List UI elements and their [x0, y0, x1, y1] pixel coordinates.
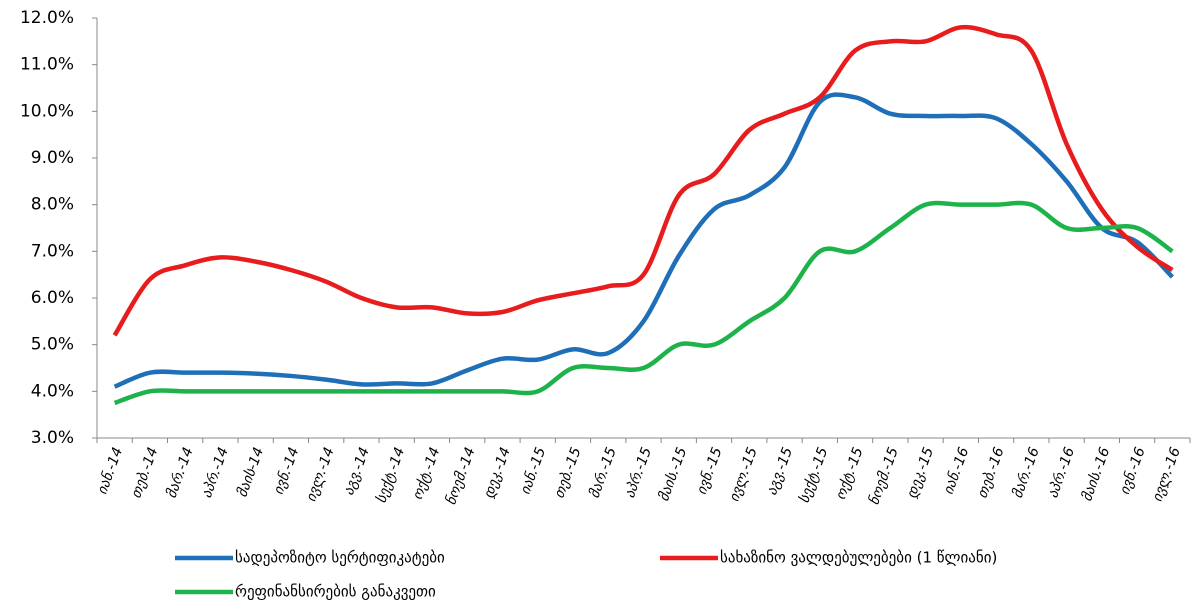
x-tick-label: ნოემ.-14	[443, 445, 479, 507]
x-tick-label: ივნ.-16	[1117, 445, 1149, 497]
series-line	[112, 24, 1174, 337]
y-tick-label: 10.0%	[20, 101, 74, 121]
x-tick-label: თებ.-14	[128, 445, 161, 500]
series-line	[113, 200, 1174, 406]
x-tick-label: მაის.-16	[1079, 445, 1113, 503]
y-tick-label: 8.0%	[31, 195, 74, 215]
y-tick-label: 7.0%	[31, 241, 74, 261]
x-tick-label: აგვ.-14	[341, 445, 373, 497]
y-tick-label: 4.0%	[31, 381, 74, 401]
x-tick-label: მარ.-16	[1009, 445, 1043, 501]
x-tick-label: აპრ.-15	[621, 445, 655, 500]
x-tick-label: იან.-15	[517, 445, 549, 497]
x-tick-label: მაის.-15	[656, 445, 690, 503]
x-tick-label: ივლ.-16	[1149, 445, 1183, 504]
y-tick-label: 9.0%	[31, 148, 74, 168]
y-tick-label: 3.0%	[31, 428, 74, 448]
x-tick-label: ნოემ.-15	[866, 445, 902, 507]
x-tick-label: იან.-14	[94, 445, 126, 497]
series-line	[113, 92, 1174, 389]
legend-label: რეფინანსირების განაკვეთი	[235, 583, 436, 601]
y-tick-label: 12.0%	[20, 8, 74, 28]
y-tick-label: 5.0%	[31, 335, 74, 355]
x-tick-label: ივლ.-15	[726, 445, 760, 504]
x-tick-label: მაის-14	[234, 445, 267, 499]
x-tick-label: იან.-16	[941, 445, 973, 497]
x-tick-label: თებ.-15	[551, 445, 584, 500]
x-tick-label: აგვ.-15	[764, 445, 796, 497]
x-tick-label: სექტ.-14	[373, 445, 408, 505]
x-tick-label: ოქტ.-15	[833, 445, 867, 502]
legend-label: სახაზინო ვალდებულებები (1 წლიანი)	[720, 549, 997, 567]
x-tick-label: ივლ.-14	[303, 445, 337, 504]
x-tick-label: თებ.-16	[974, 445, 1007, 500]
x-tick-label: აპრ.-16	[1044, 445, 1078, 500]
x-tick-label: დეკ.-15	[904, 445, 937, 500]
y-tick-label: 11.0%	[20, 55, 74, 75]
x-tick-label: მარ.-14	[163, 445, 197, 501]
x-tick-label: ივნ.-14	[271, 445, 303, 497]
legend-label: სადეპოზიტო სერტიფიკატები	[235, 549, 445, 567]
y-tick-label: 6.0%	[31, 288, 74, 308]
x-tick-label: სექტ.-15	[796, 445, 831, 505]
x-tick-label: დეკ.-14	[481, 445, 514, 500]
x-tick-label: მარ.-15	[586, 445, 620, 501]
x-tick-label: ივნ.-15	[694, 445, 726, 497]
x-tick-label: ოქტ.-14	[410, 445, 444, 502]
x-tick-label: აპრ.-14	[198, 445, 232, 500]
